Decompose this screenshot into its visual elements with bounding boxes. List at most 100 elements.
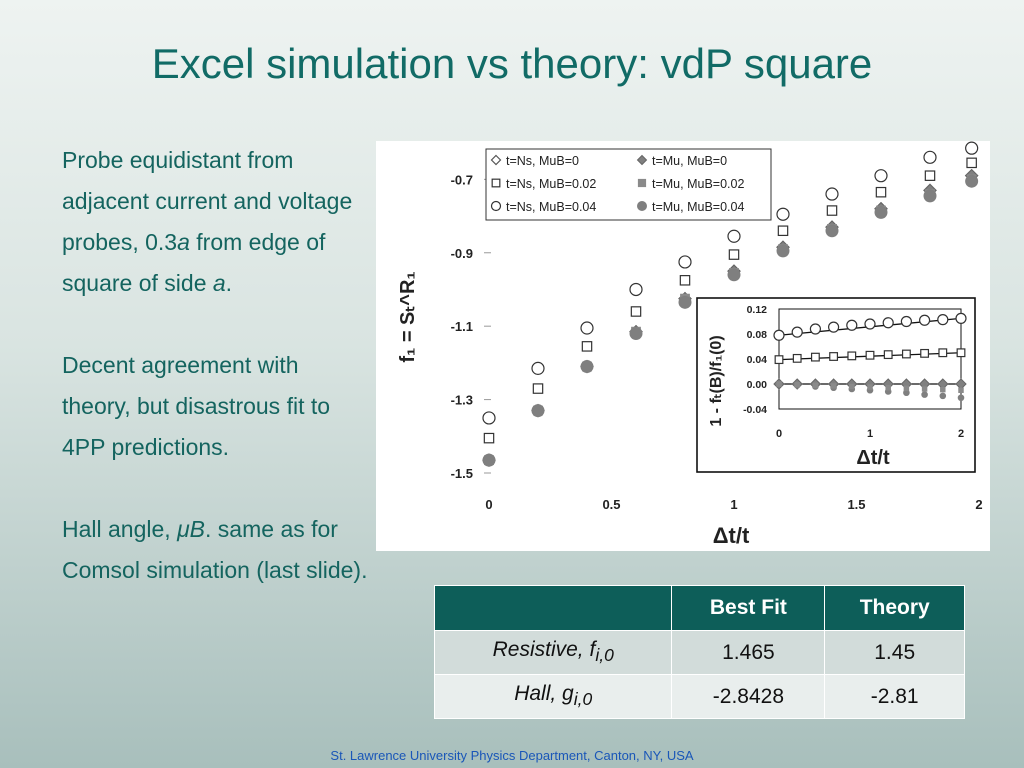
chart-panel: -0.7 -0.9 -1.1 -1.3 -1.5 0 0.5 1 1.5 2 Δt/t f₁ = Sₜ…: [376, 141, 990, 551]
data-point: [727, 229, 741, 243]
bullet-probe-text-e: .: [225, 270, 233, 296]
legend-entry: t=Mu, MuB=0.02: [652, 177, 744, 191]
inset-data-point: [867, 384, 873, 390]
data-point: [965, 174, 979, 188]
legend-marker: [490, 200, 502, 212]
inset-data-point: [885, 385, 891, 391]
legend-entry: t=Mu, MuB=0.04: [652, 200, 744, 214]
inset-data-point: [794, 381, 800, 388]
inset-y-axis-label: 1 - fₜ(B)/f₁(0): [708, 335, 725, 426]
data-point: [679, 275, 691, 286]
data-point: [482, 453, 496, 467]
fit-table: Best Fit Theory Resistive, fi,0 1.465 1.…: [433, 585, 965, 719]
inset-y-tick-label: 0.00: [747, 379, 768, 391]
row-label-sub: i,0: [573, 689, 593, 710]
inset-data-point: [846, 319, 858, 331]
row-label-sub: i,0: [595, 645, 614, 666]
data-point: [531, 361, 545, 375]
legend-entry: t=Mu, MuB=0: [652, 154, 727, 168]
data-point: [874, 205, 888, 219]
inset-data-point: [900, 315, 913, 328]
inset-data-point: [809, 323, 821, 335]
bullet-text: Probe equidistant from adjacent current …: [62, 140, 372, 632]
x-tick-label: 0.5: [602, 497, 620, 512]
bullet-hall-text-a: Hall angle,: [62, 516, 178, 542]
inset-data-point: [903, 385, 910, 392]
inset-x-tick-label: 0: [776, 428, 782, 440]
bullet-hall-var: μB: [177, 516, 206, 542]
scatter-chart: -0.7 -0.9 -1.1 -1.3 -1.5 0 0.5 1 1.5 2 Δt/t f₁ = Sₜ…: [397, 141, 983, 548]
row-label-text: Resistive, f: [492, 638, 596, 662]
cell-theory: -2.81: [824, 674, 965, 719]
inset-data-point: [774, 355, 784, 365]
legend-entry: t=Ns, MuB=0.04: [506, 200, 596, 214]
legend-marker: [490, 154, 502, 166]
inset-y-tick-label: 0.08: [747, 329, 768, 341]
y-tick-label: -1.1: [451, 319, 473, 334]
inset-data-point: [937, 314, 949, 326]
inset-data-point: [958, 387, 964, 393]
data-point: [727, 268, 741, 282]
inset-data-point: [921, 386, 928, 392]
x-tick-label: 1.5: [847, 497, 865, 512]
inset-data-point: [849, 383, 855, 390]
bullet-probe-var-a: a: [177, 229, 190, 255]
data-point: [923, 189, 937, 203]
legend-box: [485, 148, 772, 221]
data-point: [728, 249, 740, 260]
bullet-probe-text-a: Probe equidistant from adjacent current …: [62, 147, 353, 255]
inset-data-point: [773, 329, 785, 341]
x-tick-label: 1: [730, 497, 737, 512]
table-header-row: Best Fit Theory: [433, 585, 965, 631]
inset-data-point: [955, 312, 967, 324]
legend-marker: [637, 178, 647, 188]
bullet-hall: Hall angle, μB. same as for Comsol simul…: [62, 509, 372, 591]
legend-marker: [491, 178, 501, 188]
legend-entry: t=Ns, MuB=0: [506, 154, 579, 168]
inset-data-point: [920, 348, 930, 358]
inset-x-axis-label: Δt/t: [856, 447, 890, 469]
y-tick-label: -1.3: [451, 393, 473, 408]
y-axis-label: f₁ = Sₜ^R₁: [397, 271, 419, 362]
cell-best-fit: -2.8428: [671, 674, 826, 719]
inset-data-point: [883, 350, 893, 360]
data-point: [965, 141, 979, 155]
inset-x-tick-label: 1: [867, 428, 873, 440]
inset-data-point: [828, 321, 840, 333]
inset-data-point: [829, 352, 839, 361]
data-point: [923, 150, 937, 164]
data-point: [580, 321, 594, 335]
inset-data-point: [882, 317, 894, 329]
inset-data-point: [792, 353, 802, 363]
inset-data-point: [940, 386, 946, 393]
y-tick-label: -1.5: [451, 466, 473, 481]
cell-best-fit: 1.465: [671, 630, 826, 675]
data-point: [678, 295, 692, 309]
inset-data-point: [865, 350, 875, 360]
data-point: [825, 187, 839, 201]
row-label-hall: Hall, gi,0: [433, 674, 673, 719]
inset-data-point: [956, 348, 966, 358]
table-row: Resistive, fi,0 1.465 1.45: [433, 630, 965, 675]
legend-entry: t=Ns, MuB=0.02: [506, 177, 596, 191]
legend-marker: [636, 154, 648, 166]
data-point: [776, 244, 790, 258]
data-point: [826, 205, 838, 216]
row-label-text: Hall, g: [514, 682, 574, 706]
inset-data-point: [918, 314, 931, 326]
data-point: [630, 306, 642, 317]
data-point: [874, 169, 888, 183]
bullet-probe-text-c: from edge of square of side: [62, 229, 326, 296]
inset-y-tick-label: -0.04: [743, 404, 767, 416]
inset-data-point: [939, 392, 947, 400]
legend-marker: [637, 201, 647, 211]
inset-x-tick-label: 2: [958, 428, 964, 440]
bullet-probe-var-d: a: [212, 270, 226, 296]
data-point: [776, 207, 790, 221]
data-point: [966, 157, 977, 169]
inset-data-point: [921, 391, 928, 398]
table-header-best-fit: Best Fit: [671, 585, 826, 631]
inset-data-point: [864, 318, 876, 330]
data-point: [482, 411, 496, 425]
data-point: [531, 404, 545, 418]
